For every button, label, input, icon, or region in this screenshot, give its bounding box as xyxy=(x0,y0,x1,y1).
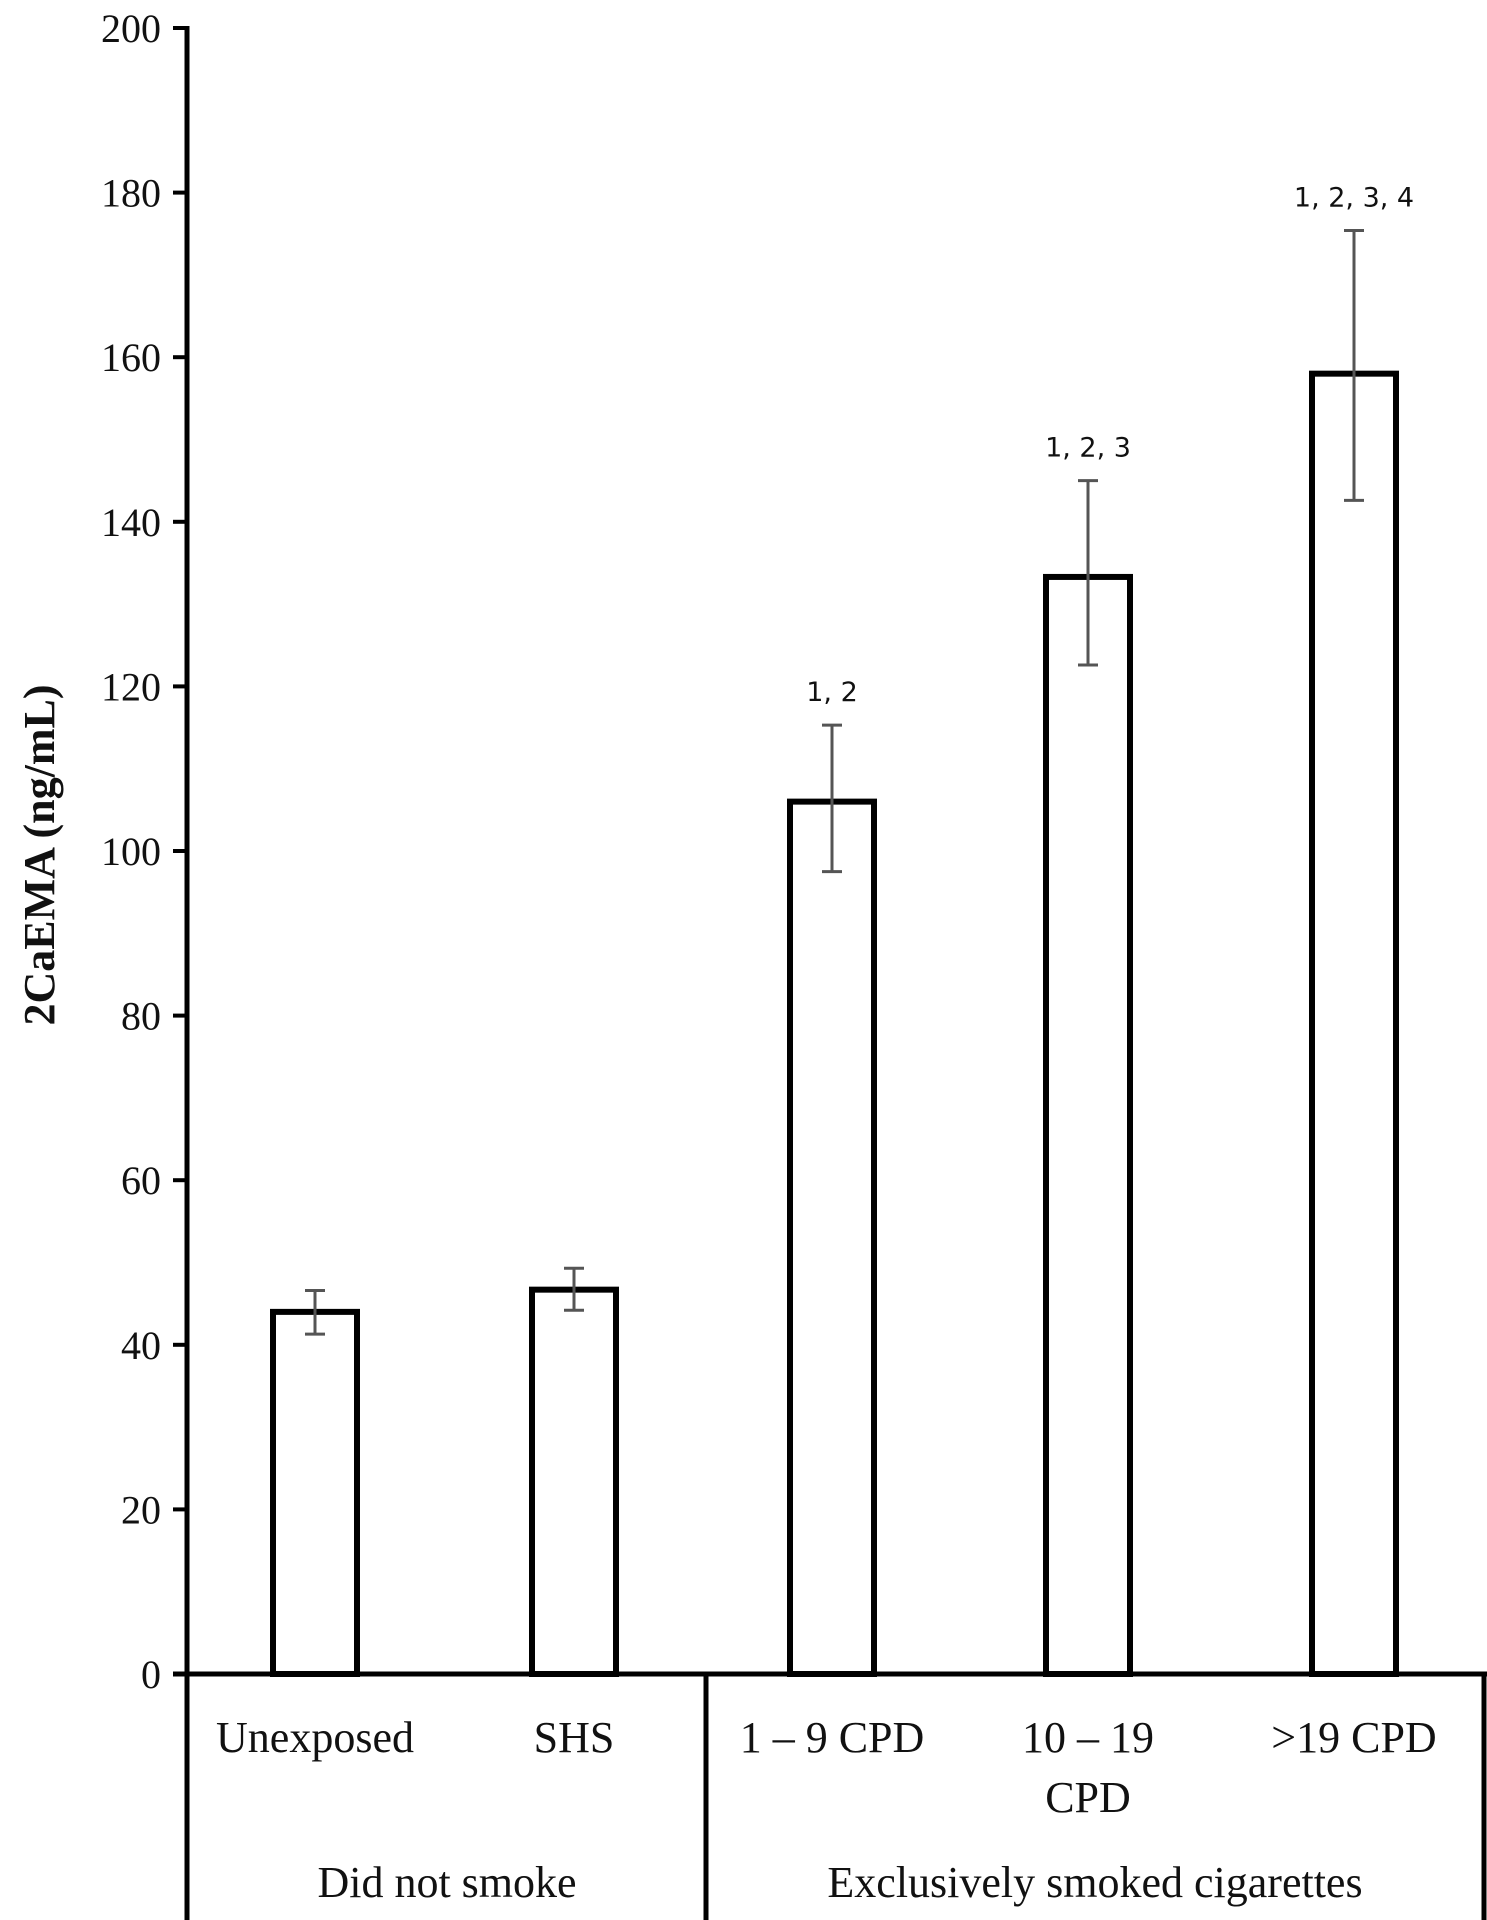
y-tick-label: 80 xyxy=(121,994,161,1039)
significance-annotation: 1, 2, 3 xyxy=(1045,433,1131,464)
bar xyxy=(270,1308,360,1677)
group-label: Did not smoke xyxy=(317,1858,576,1907)
y-tick-label: 60 xyxy=(121,1158,161,1203)
x-tick-label: SHS xyxy=(534,1713,615,1762)
y-tick-label: 180 xyxy=(101,171,161,216)
bar xyxy=(1043,573,1133,1677)
y-tick-label: 160 xyxy=(101,335,161,380)
y-tick-label: 40 xyxy=(121,1323,161,1368)
x-tick-label: Unexposed xyxy=(216,1713,414,1762)
y-tick-label: 200 xyxy=(101,6,161,51)
x-tick-label: CPD xyxy=(1045,1773,1131,1822)
bars: 1, 2 1, 2, 3 1, 2, 3, 4 xyxy=(270,182,1414,1678)
bar xyxy=(787,798,877,1677)
y-tick-label: 100 xyxy=(101,829,161,874)
bar xyxy=(529,1286,619,1678)
bar xyxy=(1309,370,1399,1677)
y-tick-label: 120 xyxy=(101,664,161,709)
x-axis: Unexposed SHS 1 – 9 CPD 10 – 19 CPD >19 CPD Di… xyxy=(173,1671,1487,1920)
y-axis-label: 2CaEMA (ng/mL) xyxy=(15,685,64,1026)
significance-annotation: 1, 2, 3, 4 xyxy=(1294,182,1414,213)
group-label: Exclusively smoked cigarettes xyxy=(827,1858,1362,1907)
y-tick-label: 140 xyxy=(101,500,161,545)
y-tick-label: 0 xyxy=(141,1652,161,1697)
significance-annotation: 1, 2 xyxy=(806,677,858,708)
y-axis: 0 20 40 60 80 100 120 140 160 180 200 xyxy=(101,6,190,1920)
x-tick-label: 1 – 9 CPD xyxy=(740,1713,925,1762)
x-tick-label: >19 CPD xyxy=(1271,1713,1436,1762)
y-tick-label: 20 xyxy=(121,1487,161,1532)
x-tick-label: 10 – 19 xyxy=(1022,1713,1154,1762)
